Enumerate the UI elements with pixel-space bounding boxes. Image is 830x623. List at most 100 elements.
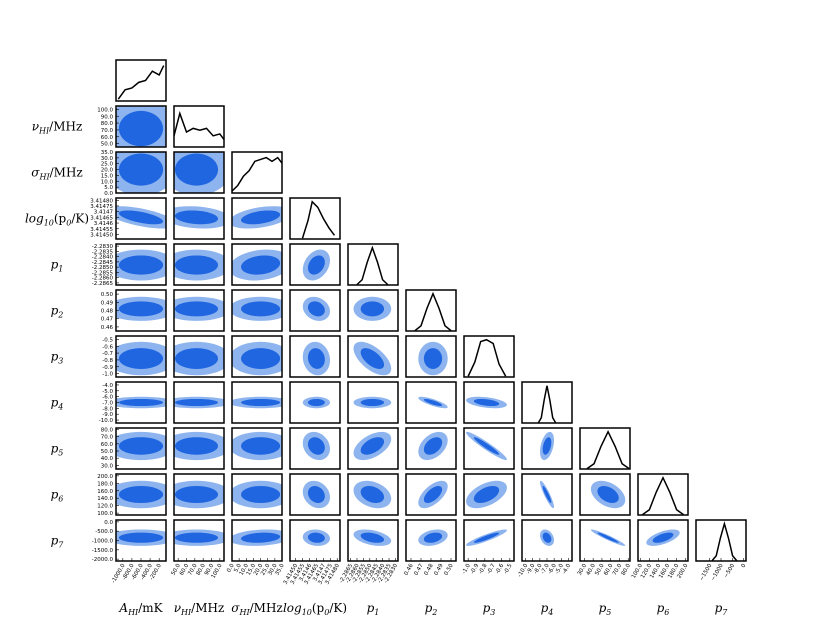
contours — [232, 396, 282, 409]
panel — [347, 473, 399, 516]
x-tick-label: 0.0 — [226, 563, 236, 574]
panel-frame — [173, 335, 225, 378]
contour-68 — [241, 398, 281, 407]
panel-frame — [173, 473, 225, 516]
contours — [302, 480, 330, 509]
marginal-curve — [467, 338, 507, 377]
y-tick-label: 0.50 — [101, 292, 114, 298]
y-tick-label: 0.47 — [101, 317, 114, 323]
y-tick-label: -2.2855 — [92, 270, 114, 276]
panel-frame — [405, 427, 457, 470]
contours — [466, 480, 507, 509]
panel: -10.0-9.0-8.0-7.0-6.0-5.0-4.0 — [517, 519, 573, 578]
panel: 3.414503.414553.41463.414653.41473.41475… — [90, 197, 167, 240]
x-axis-label: p5 — [599, 601, 612, 617]
contours — [232, 341, 282, 376]
marginal-curve — [173, 110, 225, 140]
panel: 30.040.050.060.070.080.0 — [577, 519, 632, 577]
panel-frame — [173, 289, 225, 332]
contours — [353, 296, 392, 321]
label-part: 3 — [58, 357, 63, 366]
panel — [173, 105, 225, 148]
contour-68 — [423, 348, 443, 369]
label-part: (p — [54, 212, 67, 226]
y-tick-label: 0.48 — [101, 309, 114, 315]
label-part: 6 — [58, 495, 63, 504]
panel — [405, 473, 457, 516]
contour-68 — [652, 532, 674, 543]
y-tick-label: 50.0 — [101, 142, 114, 148]
y-tick-label: 15.0 — [101, 173, 114, 179]
label-part: p — [425, 601, 433, 615]
label-part: σ — [231, 601, 240, 615]
label-part: HI — [238, 608, 250, 617]
panel-frame — [115, 427, 167, 470]
label-part: p — [657, 601, 665, 615]
panel-frame — [637, 519, 689, 562]
panel — [173, 289, 225, 332]
panel — [231, 381, 283, 424]
panel — [463, 381, 515, 424]
marginal-curve — [356, 245, 389, 286]
panel: 0.05.010.015.020.025.030.035.0 — [226, 519, 286, 577]
panel-frame — [289, 519, 341, 562]
y-axis-label: p3 — [51, 350, 64, 366]
x-tick-label: -5.0 — [554, 563, 565, 576]
label-part: HI — [180, 608, 192, 617]
panel-frame — [695, 519, 747, 562]
y-tick-label: 140.0 — [97, 496, 113, 502]
label-part: 4 — [57, 403, 63, 412]
panel-frame — [405, 473, 457, 516]
x-tick-label: 50.0 — [594, 563, 606, 577]
label-part: ν — [32, 120, 39, 134]
panel-frame — [637, 473, 689, 516]
panel — [231, 151, 283, 194]
y-tick-label: -2.2865 — [92, 281, 114, 287]
label-part: log — [283, 601, 302, 615]
panel — [405, 381, 457, 424]
x-tick-label: 10.0 — [239, 563, 251, 577]
label-part: ν — [174, 601, 181, 615]
contour-68 — [174, 348, 219, 369]
label-part: p — [51, 350, 59, 364]
y-tick-label: 70.0 — [101, 435, 114, 441]
x-axis-label: AHI/mK — [118, 601, 163, 617]
panel — [231, 427, 283, 470]
contours — [302, 396, 330, 409]
y-axis-label: p2 — [51, 304, 64, 320]
contours — [116, 152, 166, 193]
contour-68 — [360, 486, 385, 503]
contour-68 — [307, 301, 325, 317]
y-tick-label: -1500.0 — [92, 548, 114, 554]
panel-frame — [463, 473, 515, 516]
panel: 3.414503.414553.41463.414653.41473.41475… — [283, 519, 341, 586]
label-part: p — [51, 442, 59, 456]
x-tick-label: 0.50 — [443, 563, 455, 577]
y-tick-label: -2.2850 — [92, 265, 114, 271]
x-axis-label: p7 — [715, 601, 729, 617]
contour-68 — [118, 486, 164, 503]
y-tick-label: -8.0 — [102, 406, 113, 412]
x-axis-label: p6 — [657, 601, 670, 617]
contours — [232, 249, 282, 281]
contour-68 — [473, 398, 500, 407]
label-part: p — [51, 258, 59, 272]
contours — [174, 206, 224, 229]
panel-frame — [521, 427, 573, 470]
panel — [173, 243, 225, 286]
label-part: p — [715, 601, 723, 615]
contour-68 — [542, 486, 552, 503]
panel-frame — [173, 427, 225, 470]
panel — [347, 427, 399, 470]
contours — [646, 529, 680, 546]
contour-68 — [542, 532, 552, 543]
label-part: A — [118, 601, 128, 615]
contour-68 — [597, 486, 619, 503]
panel — [173, 335, 225, 378]
y-tick-label: 35.0 — [101, 150, 114, 156]
y-tick-label: 3.41475 — [90, 204, 113, 210]
panel-frame — [579, 427, 631, 470]
panel-frame — [231, 197, 283, 240]
contour-68 — [174, 398, 219, 407]
